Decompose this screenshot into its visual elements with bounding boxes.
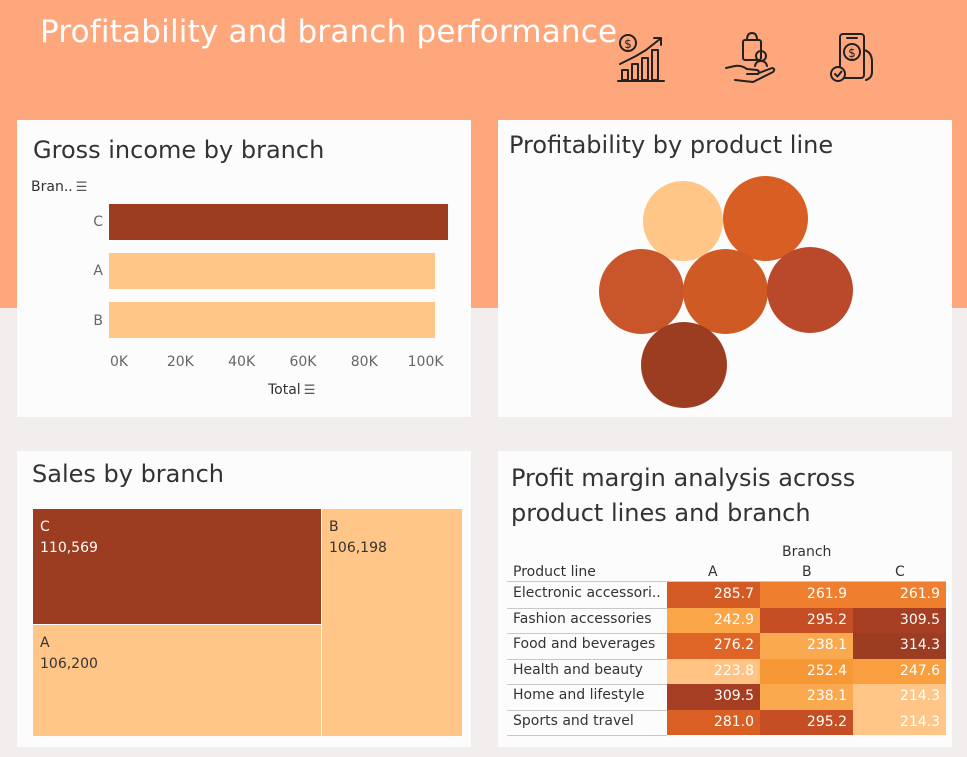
- tile-label: B 106,198: [329, 517, 387, 559]
- tile-value: 106,198: [329, 540, 387, 556]
- x-tick-label: 20K: [166, 354, 194, 370]
- row-divider: [507, 709, 667, 711]
- row-divider: [507, 658, 667, 660]
- x-tick-label: 100K: [407, 354, 444, 370]
- row-divider: [507, 633, 667, 634]
- svg-text:$: $: [848, 46, 856, 60]
- heatmap-cell[interactable]: 238.1: [760, 684, 853, 710]
- x-axis-header[interactable]: Total ☰: [268, 382, 315, 398]
- heatmap-row-label: Electronic accessori..: [513, 585, 661, 601]
- dashboard-title: Profitability and branch performance: [40, 14, 618, 50]
- gross-income-title: Gross income by branch: [33, 136, 325, 164]
- bar-category-label: A: [93, 263, 103, 279]
- heatmap-cell[interactable]: 309.5: [667, 684, 760, 710]
- product-line-header: Product line: [513, 564, 596, 580]
- product-bubble[interactable]: [641, 322, 727, 408]
- header-divider: [507, 581, 946, 582]
- tile-value: 106,200: [40, 656, 98, 672]
- product-bubble[interactable]: [643, 181, 723, 261]
- heatmap-cell[interactable]: 261.9: [853, 582, 946, 608]
- product-profit-card: Profitability by product line: [498, 120, 952, 417]
- sales-card: Sales by branch C 110,569 B 106,198 A 106,2…: [17, 451, 471, 747]
- hand-shopping-bag-icon: [723, 30, 779, 86]
- heatmap-row-label: Health and beauty: [513, 661, 643, 678]
- tile-value: 110,569: [40, 540, 98, 556]
- branch-axis-label: Bran..: [31, 179, 73, 195]
- x-tick-label: 80K: [350, 354, 378, 370]
- bar-branch-b[interactable]: [109, 302, 435, 338]
- heatmap-cell[interactable]: 242.9: [667, 607, 760, 633]
- heatmap-cell[interactable]: 281.0: [667, 709, 760, 735]
- row-divider: [507, 735, 667, 736]
- product-bubble[interactable]: [599, 249, 684, 334]
- heatmap-row-label: Food and beverages: [513, 636, 656, 652]
- svg-text:$: $: [624, 37, 632, 51]
- column-label-c: C: [895, 564, 905, 580]
- heatmap-cell[interactable]: 314.3: [853, 633, 946, 659]
- heatmap-cell[interactable]: 214.3: [853, 684, 946, 710]
- heatmap-cell[interactable]: 238.1: [760, 633, 853, 659]
- bar-branch-c[interactable]: [109, 204, 448, 240]
- heatmap-cell[interactable]: 295.2: [760, 709, 853, 735]
- heatmap-cell[interactable]: 214.3: [853, 709, 946, 735]
- margin-title: Profit margin analysis across product li…: [511, 464, 856, 527]
- bar-category-label: C: [93, 214, 103, 230]
- product-bubble[interactable]: [683, 249, 768, 334]
- tile-label: C 110,569: [40, 517, 98, 559]
- column-label-a: A: [708, 564, 718, 580]
- bar-category-label: B: [93, 313, 103, 329]
- row-divider: [507, 684, 667, 685]
- tile-label: A 106,200: [40, 633, 98, 675]
- row-divider: [507, 607, 667, 609]
- tile-branch: C: [40, 519, 50, 535]
- heatmap-row-label: Fashion accessories: [513, 610, 652, 627]
- heatmap-cell[interactable]: 276.2: [667, 633, 760, 659]
- heatmap-cell[interactable]: 247.6: [853, 658, 946, 684]
- margin-card: Profit margin analysis across product li…: [498, 451, 952, 747]
- tile-branch: B: [329, 519, 339, 535]
- mobile-payment-icon: $: [826, 30, 882, 86]
- x-tick-label: 40K: [228, 354, 256, 370]
- x-tick-label: 0K: [109, 354, 129, 370]
- x-tick-label: 60K: [289, 354, 317, 370]
- heatmap-row-label: Home and lifestyle: [513, 687, 645, 703]
- product-profit-title: Profitability by product line: [509, 131, 834, 159]
- heatmap-row-label: Sports and travel: [513, 712, 634, 729]
- product-bubble[interactable]: [767, 247, 853, 333]
- heatmap-cell[interactable]: 252.4: [760, 658, 853, 684]
- branch-axis-header[interactable]: Bran.. ☰: [31, 179, 87, 195]
- column-label-b: B: [802, 564, 812, 580]
- sort-icon[interactable]: ☰: [75, 180, 88, 195]
- branch-column-header: Branch: [782, 544, 832, 560]
- tile-branch: A: [40, 635, 50, 651]
- bar-branch-a[interactable]: [109, 253, 435, 289]
- x-axis-label: Total: [268, 382, 301, 398]
- heatmap-cell[interactable]: 261.9: [760, 582, 853, 608]
- dollar-growth-chart-icon: $: [614, 30, 670, 86]
- treemap-tile-c[interactable]: C 110,569: [33, 509, 321, 624]
- heatmap-cell[interactable]: 309.5: [853, 607, 946, 633]
- heatmap-cell[interactable]: 223.8: [667, 658, 760, 684]
- gross-income-card: Gross income by branch Bran.. ☰ C A B 0K …: [17, 120, 471, 417]
- treemap-tile-b[interactable]: B 106,198: [322, 509, 462, 736]
- product-bubble[interactable]: [723, 176, 808, 261]
- treemap-tile-a[interactable]: A 106,200: [33, 625, 321, 736]
- heatmap-cell[interactable]: 295.2: [760, 607, 853, 633]
- sort-icon[interactable]: ☰: [303, 383, 316, 398]
- heatmap-cell[interactable]: 285.7: [667, 582, 760, 608]
- sales-title: Sales by branch: [32, 460, 224, 488]
